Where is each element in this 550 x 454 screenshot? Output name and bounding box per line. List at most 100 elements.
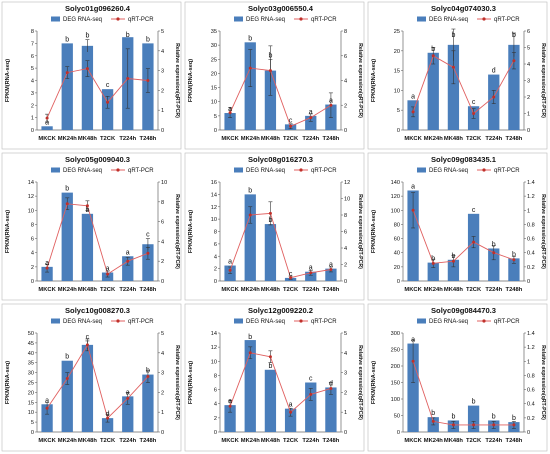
chart-title: Solyc03g006550.4: [248, 4, 314, 13]
left-tick-label: 0: [31, 128, 34, 134]
bar: [101, 418, 114, 432]
category-label: T248h: [323, 136, 340, 142]
right-tick-label: 0: [527, 128, 530, 134]
qrt-pcr-point: [85, 67, 89, 71]
right-axis-title: Relative expression(qRT-PCR): [540, 194, 546, 269]
category-label: MKCK: [38, 287, 56, 293]
left-tick-label: 25: [394, 29, 400, 35]
bar: [447, 44, 460, 130]
category-label: MKCK: [221, 438, 239, 444]
chart-panel: Solyc09g083435.1 DEG RNA-seq qRT-PCR 0 20 40 6…: [367, 152, 548, 301]
left-tick-label: 7: [31, 41, 34, 47]
bar: [142, 374, 154, 432]
significance-letter: b: [65, 36, 69, 43]
category-label: MK24h: [424, 136, 443, 142]
bar: [264, 369, 277, 432]
category-label: T2CK: [466, 438, 482, 444]
chart-panel: Solyc03g006550.4 DEG RNA-seq qRT-PCR 0 5 10 15…: [184, 1, 365, 150]
right-axis-title: Relative expression(qRT-PCR): [174, 194, 180, 269]
left-tick-label: 0: [397, 128, 400, 134]
category-label: MK48h: [78, 287, 97, 293]
bar: [122, 256, 134, 281]
right-axis-title: Relative expression(qRT-PCR): [540, 345, 546, 420]
legend-bar-swatch: [51, 318, 60, 324]
qrt-pcr-point: [106, 416, 110, 420]
bar: [41, 404, 53, 432]
left-tick-label: 1: [31, 116, 34, 122]
right-tick-label: 0: [344, 430, 347, 436]
legend-bar-label: DEG RNA-seq: [246, 168, 285, 174]
panel-border: [1, 1, 182, 150]
legend-line-label: qRT-PCR: [128, 319, 154, 325]
left-tick-label: 2: [214, 267, 217, 273]
legend-line-label: qRT-PCR: [494, 17, 520, 23]
bar: [244, 340, 256, 432]
category-label: T224h: [119, 287, 136, 293]
bar: [41, 266, 53, 281]
right-tick-label: 0: [161, 128, 164, 134]
significance-letter: b: [512, 32, 516, 39]
qrt-pcr-point: [431, 261, 435, 265]
qrt-pcr-line: [46, 343, 149, 419]
legend-bar-swatch: [234, 318, 243, 324]
qrt-pcr-line: [46, 68, 148, 119]
right-tick-label: 3: [344, 371, 347, 377]
category-label: MK24h: [58, 287, 77, 293]
significance-letter: c: [289, 271, 293, 278]
right-tick-label: 12: [344, 180, 350, 186]
category-label: T2CK: [466, 287, 482, 293]
category-label: MK24h: [424, 287, 443, 293]
right-tick-label: 0.2: [527, 416, 535, 422]
left-tick-label: 6: [214, 388, 217, 394]
category-label: T224h: [485, 438, 502, 444]
legend-line-marker: [116, 168, 120, 172]
left-tick-label: 8: [31, 222, 34, 228]
left-tick-label: 10: [211, 359, 217, 365]
significance-letter: b: [146, 368, 150, 375]
significance-letter: d: [329, 380, 333, 387]
left-tick-label: 0: [214, 430, 217, 436]
qrt-pcr-point: [492, 423, 496, 427]
right-axis-title: Relative expression(qRT-PCR): [540, 43, 546, 118]
significance-letter: b: [431, 46, 435, 53]
right-tick-label: 4: [344, 246, 347, 252]
bar: [61, 360, 73, 432]
significance-letter: b: [512, 415, 516, 422]
qrt-pcr-point: [329, 267, 333, 271]
bar: [427, 52, 439, 130]
category-label: MK48h: [261, 287, 280, 293]
left-tick-label: 15: [28, 400, 34, 406]
significance-letter: a: [309, 109, 313, 116]
significance-letter: a: [228, 259, 232, 266]
right-tick-label: 1: [527, 208, 530, 214]
left-tick-label: 200: [391, 364, 400, 370]
left-tick-label: 0: [214, 279, 217, 285]
significance-letter: a: [309, 265, 313, 272]
left-tick-label: 30: [211, 43, 217, 49]
significance-letter: b: [492, 413, 496, 420]
significance-letter: a: [411, 183, 415, 190]
qrt-pcr-point: [309, 392, 313, 396]
panel-border: [367, 303, 548, 452]
left-tick-label: 250: [391, 348, 400, 354]
legend-bar-label: DEG RNA-seq: [63, 319, 102, 325]
left-tick-label: 30: [28, 371, 34, 377]
left-tick-label: 4: [31, 79, 34, 85]
significance-letter: b: [126, 32, 130, 39]
bar: [508, 258, 520, 281]
right-tick-label: 4: [344, 351, 347, 357]
significance-letter: b: [431, 256, 435, 263]
right-tick-label: 3: [161, 371, 164, 377]
significance-letter: c: [86, 334, 90, 341]
right-tick-label: 2: [344, 390, 347, 396]
bar: [488, 248, 500, 281]
chart-title: Solyc05g009040.3: [65, 155, 130, 164]
category-label: T224h: [119, 136, 136, 142]
left-tick-label: 10: [28, 208, 34, 214]
significance-letter: b: [268, 363, 272, 370]
qrt-pcr-point: [45, 406, 49, 410]
bar: [325, 387, 337, 432]
qrt-pcr-point: [126, 259, 130, 263]
significance-letter: b: [248, 35, 252, 42]
